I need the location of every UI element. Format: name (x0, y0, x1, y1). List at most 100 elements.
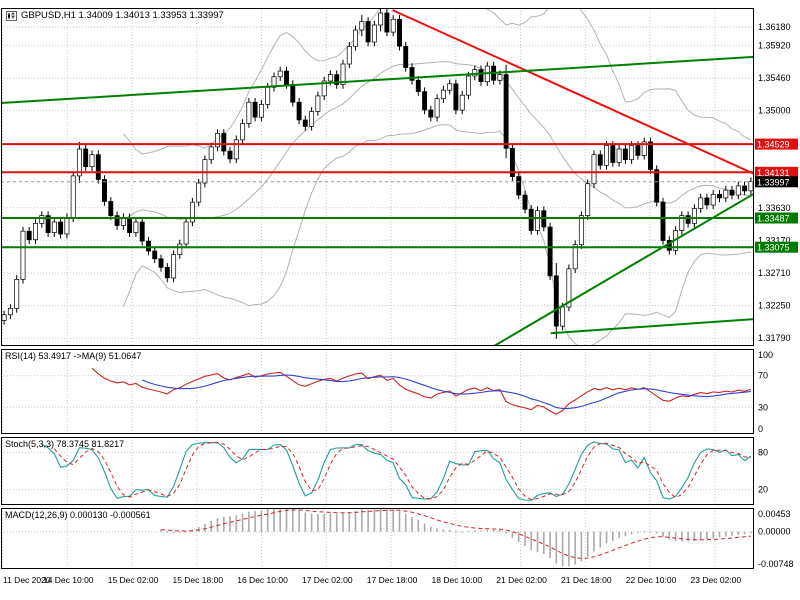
candle-body (340, 63, 346, 85)
candle-body (14, 279, 20, 309)
candle-body (459, 94, 465, 111)
macd-histogram-bar (398, 511, 401, 532)
macd-histogram-bar (273, 508, 275, 532)
time-label: 21 Dec 18:00 (561, 575, 612, 585)
price-tag-label: 1.33997 (757, 177, 790, 187)
descending-resistance-trendline[interactable] (392, 9, 754, 175)
candle-body (641, 141, 647, 156)
macd-histogram-bar (712, 531, 714, 539)
macd-histogram-bar (543, 531, 545, 555)
candle-body (729, 189, 735, 196)
candle-body (616, 148, 622, 163)
candle-body (246, 101, 252, 124)
candle-body (447, 83, 453, 91)
bollinger-lower-band (122, 124, 751, 346)
candle-body (189, 201, 195, 223)
time-label: 17 Dec 18:00 (366, 575, 418, 585)
macd-histogram-bar (725, 531, 727, 537)
time-label: 22 Dec 10:00 (625, 575, 677, 585)
macd-histogram-bar (693, 531, 696, 541)
macd-histogram-bar (367, 509, 369, 532)
candle-body (58, 221, 64, 235)
macd-histogram-bar (630, 531, 633, 535)
candle-body (164, 266, 170, 279)
time-label: 15 Dec 02:00 (107, 575, 159, 585)
macd-histogram-bar (266, 508, 269, 532)
stochastic-panel: 80 20 Stoch(5,3,3) 78.3745 81.8217 (1, 437, 799, 505)
macd-histogram-bar (593, 531, 595, 552)
stoch-axis-label: 20 (758, 485, 768, 495)
candle-body (114, 215, 120, 226)
macd-histogram-bar (197, 527, 200, 532)
candle-body (227, 150, 233, 160)
rsi-axis-label: 70 (758, 371, 768, 381)
candlestick-chart-icon (6, 10, 17, 21)
macd-histogram-bar (404, 513, 407, 532)
macd-histogram-bar (486, 529, 489, 532)
macd-histogram-bar (699, 531, 702, 540)
candle-body (76, 148, 82, 177)
ascending-support-trendline[interactable] (487, 192, 754, 346)
candle-body (742, 185, 748, 192)
candle-body (428, 109, 434, 118)
rsi-canvas[interactable]: 100 70 30 0 (1, 349, 799, 434)
macd-histogram-bar (229, 516, 231, 532)
macd-histogram-bar (624, 531, 627, 537)
candle-body (453, 83, 459, 111)
macd-histogram-bar (329, 513, 332, 532)
rsi-axis-label: 30 (758, 402, 768, 412)
stoch-d-line (53, 442, 751, 501)
macd-histogram-bar (568, 531, 570, 567)
candle-body (196, 182, 202, 203)
stochastic-canvas[interactable]: 80 20 (1, 437, 799, 505)
candle-body (597, 154, 603, 166)
macd-histogram-bar (706, 531, 708, 540)
price-tag (755, 138, 798, 150)
macd-canvas[interactable]: 0.00453 0.00000 -0.00748 (1, 508, 799, 569)
price-axis-label: 1.35000 (758, 106, 791, 116)
candle-body (397, 18, 402, 47)
time-axis[interactable]: 11 Dec 2020 14 Dec 10:00 15 Dec 02:00 15 De… (1, 571, 799, 599)
macd-histogram-bar (605, 531, 608, 544)
candle-body (622, 148, 628, 160)
ascending-upper-trendline[interactable] (1, 55, 754, 104)
macd-histogram-bar (248, 511, 250, 532)
time-label: 18 Dec 10:00 (431, 575, 483, 585)
candle-body (346, 45, 352, 65)
candle-body (710, 194, 716, 206)
candle-body (277, 70, 283, 78)
candle-body (516, 176, 522, 196)
candle-body (221, 133, 227, 152)
macd-histogram-bar (499, 529, 501, 532)
candle-body (440, 89, 446, 100)
macd-histogram-bar (687, 531, 689, 542)
candle-body (51, 221, 57, 233)
macd-histogram-bar (668, 531, 671, 540)
price-tag-label: 1.34131 (757, 168, 790, 178)
candle-body (146, 240, 151, 252)
candle-body (183, 221, 189, 245)
macd-histogram-bar (310, 513, 313, 532)
rsi-ma-line (142, 374, 751, 410)
time-label: 11 Dec 2020 (3, 575, 51, 585)
macd-histogram-bar (448, 529, 451, 532)
macd-histogram-bar (662, 531, 664, 537)
main-chart-canvas[interactable]: 1.36180 1.35920 1.35460 1.35000 1.33630 1.331… (1, 8, 799, 346)
candle-body (321, 80, 327, 97)
candle-body (152, 250, 158, 260)
price-tag-label: 1.33075 (757, 243, 790, 253)
candle-body (403, 45, 409, 68)
macd-histogram-bar (474, 530, 476, 532)
candle-body (284, 70, 289, 85)
macd-histogram-bar (392, 509, 394, 532)
candle-body (560, 306, 566, 327)
macd-histogram-bar (417, 520, 420, 532)
macd-histogram-bar (612, 531, 614, 541)
macd-histogram-bar (279, 508, 281, 532)
candle-body (89, 154, 95, 168)
lower-support-trendline[interactable] (550, 318, 754, 335)
macd-histogram-bar (430, 526, 432, 532)
candle-body (215, 133, 220, 148)
candle-body (566, 268, 572, 308)
candle-body (509, 147, 515, 177)
